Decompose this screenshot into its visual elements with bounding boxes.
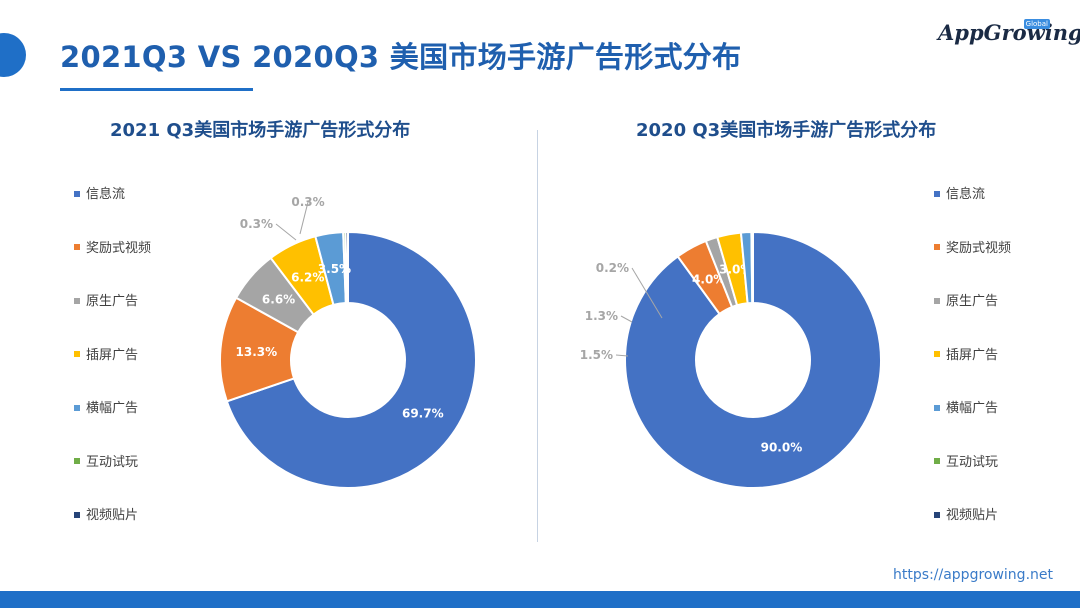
legend-item: 视频贴片 [74,507,151,561]
legend-label: 视频贴片 [86,508,139,523]
leader-line [299,201,309,235]
legend-label: 奖励式视频 [946,240,1012,256]
legend-label: 视频贴片 [946,508,999,523]
data-label: 0.3% [291,195,324,209]
legend-swatch [74,511,80,518]
legend-item: 信息流 [74,186,151,240]
legend-item: 奖励式视频 [934,240,1011,294]
chart-title-2021: 2021 Q3美国市场手游广告形式分布 [110,120,411,141]
legend-swatch [74,351,80,357]
legend-label: 插屏广告 [946,347,999,363]
data-label: 69.7% [402,407,444,421]
data-label: 6.6% [262,293,295,307]
legend-label: 原生广告 [86,294,139,309]
slice-信息流 [225,230,477,489]
legend-swatch [74,404,80,411]
legend-swatch [934,511,940,518]
slice-互动试玩 [750,230,754,305]
legend-label: 横幅广告 [946,401,999,416]
legend-swatch [934,244,940,250]
legend-item: 横幅广告 [934,400,1011,454]
legend-swatch [934,404,940,411]
legend-label: 互动试玩 [86,454,139,470]
page-title: 2021Q3 VS 2020Q3 美国市场手游广告形式分布 [60,40,742,74]
legend-item: 原生广告 [934,293,1011,347]
legend-swatch [934,458,940,464]
legend-swatch [934,297,940,304]
chart-divider [537,130,538,542]
leader-line [615,354,629,357]
legend-swatch [934,190,940,197]
legend-item: 插屏广告 [74,347,151,401]
slice-视频贴片 [344,230,349,305]
legend-2021: 信息流奖励式视频原生广告插屏广告横幅广告互动试玩视频贴片 [74,186,151,561]
appgrowing-logo: AppGrowing Global [938,18,1080,48]
legend-swatch [74,458,80,464]
legend-label: 信息流 [86,187,126,202]
logo-text: AppGrowing [938,20,1080,45]
leader-line [620,315,633,323]
data-label: 90.0% [761,440,803,454]
legend-swatch [74,244,80,250]
legend-item: 视频贴片 [934,507,1011,561]
legend-label: 信息流 [946,187,986,202]
chart-title-2020: 2020 Q3美国市场手游广告形式分布 [636,120,937,141]
legend-swatch [74,190,80,197]
data-label: 6.2% [291,270,324,284]
donut-2021: 69.7% 13.3% 6.6% 6.2%3.5% 0.3% 0.3% [219,195,477,489]
data-label: 1.3% [585,309,618,323]
data-label: 4.0% [692,272,725,286]
legend-item: 互动试玩 [934,454,1011,508]
data-label: 0.2% [596,261,629,275]
legend-item: 互动试玩 [74,454,151,508]
leader-line [631,267,663,319]
logo-badge: Global [1023,19,1050,29]
legend-label: 原生广告 [946,294,999,309]
title-underline [60,88,253,91]
legend-label: 横幅广告 [86,401,139,416]
data-label: 3.5% [318,262,351,276]
legend-label: 插屏广告 [86,347,139,363]
legend-item: 信息流 [934,186,1011,240]
legend-swatch [74,297,80,304]
legend-item: 原生广告 [74,293,151,347]
leader-line [275,223,297,241]
data-label: 0.3% [240,217,273,231]
donut-2020: 90.0%4.0%1.5%3.0%1.3%0.2% [580,230,882,489]
footer-bar [0,591,1080,608]
legend-item: 横幅广告 [74,400,151,454]
slice-信息流 [624,230,882,489]
legend-label: 互动试玩 [946,454,999,470]
legend-item: 插屏广告 [934,347,1011,401]
footer-url[interactable]: https://appgrowing.net [893,567,1053,583]
data-label: 13.3% [236,345,278,359]
legend-2020: 信息流奖励式视频原生广告插屏广告横幅广告互动试玩视频贴片 [934,186,1011,561]
legend-item: 奖励式视频 [74,240,151,294]
legend-label: 奖励式视频 [86,240,152,256]
data-label: 1.5% [580,348,613,362]
legend-swatch [934,351,940,357]
